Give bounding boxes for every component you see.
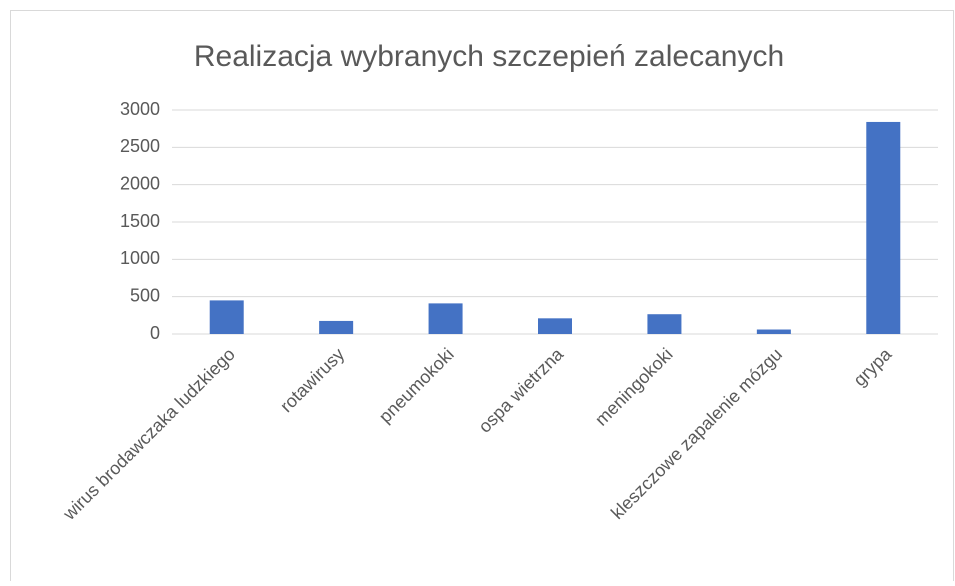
y-tick-label: 500 — [130, 285, 160, 305]
y-tick-label: 0 — [150, 323, 160, 343]
y-tick-label: 2000 — [120, 173, 160, 193]
bar — [866, 121, 901, 335]
bar — [209, 300, 244, 334]
bar — [756, 329, 791, 334]
bar — [647, 314, 682, 334]
y-tick-label: 1000 — [120, 248, 160, 268]
y-tick-label: 1500 — [120, 211, 160, 231]
bar — [428, 303, 463, 334]
y-tick-label: 3000 — [120, 99, 160, 119]
chart-title: Realizacja wybranych szczepień zalecanyc… — [194, 40, 784, 73]
bar — [319, 320, 354, 334]
bar — [538, 318, 572, 334]
chart-frame — [10, 10, 954, 586]
y-tick-label: 2500 — [120, 136, 160, 156]
